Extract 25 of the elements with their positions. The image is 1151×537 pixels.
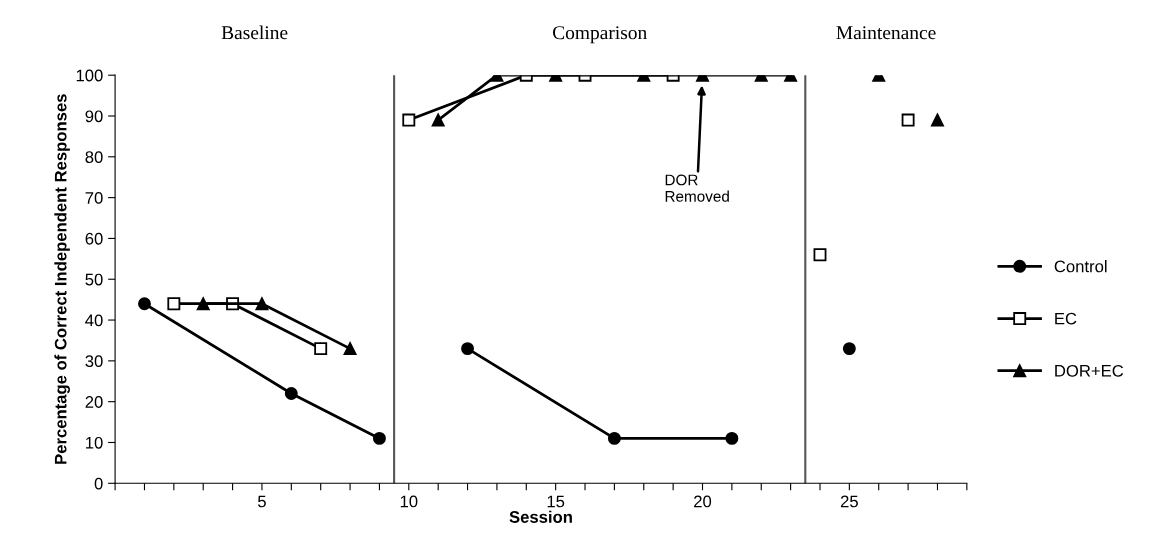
y-axis-title: Percentage of Correct Independent Responses (54, 94, 70, 464)
annotation: DOR Removed (665, 174, 729, 202)
y-tick-label: 100 (76, 69, 103, 82)
y-tick-label: 50 (85, 273, 103, 286)
y-tick-label: 0 (94, 477, 103, 490)
y-tick-label: 30 (85, 355, 103, 368)
legend-label: DOR+EC (1055, 364, 1124, 377)
x-tick-label: 25 (840, 495, 858, 508)
x-tick-label: 15 (547, 495, 565, 508)
x-axis-title: Session (509, 510, 572, 523)
text: Comparison (552, 26, 647, 44)
text: Baseline (221, 25, 288, 40)
y-tick-label: 90 (85, 110, 103, 123)
x-tick-label: 10 (400, 495, 418, 508)
y-tick-label: 80 (85, 151, 103, 164)
x-tick-label: 5 (257, 495, 266, 508)
y-tick-label: 10 (86, 436, 103, 449)
legend-label: EC (1055, 312, 1077, 325)
legend-label: Control (1054, 260, 1107, 273)
text: Maintenance (836, 26, 936, 40)
y-tick-label: 60 (85, 232, 103, 245)
x-tick-label: 20 (694, 495, 712, 508)
y-tick-label: 40 (85, 314, 103, 327)
y-tick-label: 20 (85, 396, 103, 408)
y-tick-label: 70 (85, 192, 103, 204)
